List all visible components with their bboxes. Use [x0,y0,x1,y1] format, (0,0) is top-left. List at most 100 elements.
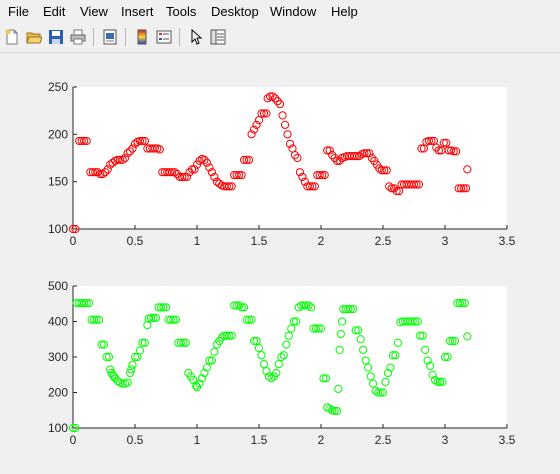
data-point [336,329,345,339]
data-point [237,303,246,312]
save-icon[interactable] [46,27,66,47]
print-icon[interactable] [68,27,88,47]
data-point [130,352,140,362]
data-point [244,315,254,324]
data-point [140,338,150,347]
x-tick-label: 1 [194,234,201,248]
data-point [169,315,178,324]
x-tick-label: 2 [318,234,325,248]
data-point [277,352,286,362]
data-point [364,363,373,372]
data-point [125,368,135,378]
data-point [171,315,181,324]
axes-background [73,87,507,229]
data-point [165,168,174,177]
data-point [344,304,353,314]
data-point [217,333,226,342]
data-point [240,303,249,312]
data-point [191,381,200,390]
data-point [308,182,317,191]
data-point [102,352,111,362]
menu-edit[interactable]: Edit [43,4,66,19]
x-tick-label: 2.5 [375,433,392,447]
data-point [321,374,331,383]
menu-insert[interactable]: Insert [121,4,154,19]
data-point [350,152,359,161]
menu-help[interactable]: Help [331,4,358,19]
menu-file[interactable]: File [8,4,29,19]
data-point [378,388,388,397]
data-point [197,374,207,383]
data-point [135,346,145,355]
y-tick-label: 300 [48,350,68,364]
data-point [356,335,365,344]
data-point [80,136,89,146]
data-point [392,187,401,196]
data-point [279,351,288,360]
data-point [170,168,179,177]
data-point [77,136,86,146]
open-file-icon[interactable] [24,27,44,47]
data-point [428,370,437,379]
data-point [305,182,314,191]
data-point [325,146,334,155]
data-point [232,301,241,310]
data-point [68,224,78,234]
print-preview-icon[interactable] [100,27,120,47]
data-point [416,331,425,340]
pointer-icon[interactable] [186,27,206,47]
data-point [118,155,127,164]
data-point [366,372,375,381]
data-point [155,145,164,154]
data-point [382,166,391,175]
menu-window[interactable]: Window [270,4,317,19]
data-point [151,313,161,323]
data-point [448,336,457,346]
data-point [185,168,194,177]
y-tick-label: 150 [48,175,68,189]
data-point [289,317,298,326]
data-point [409,180,419,189]
data-point [380,166,389,175]
menu-view[interactable]: View [80,4,108,19]
data-point [386,363,395,372]
data-point [362,149,371,158]
menu-tools[interactable]: Tools [166,4,197,19]
data-point [450,336,460,346]
new-figure-icon[interactable] [2,27,22,47]
data-point [273,97,282,106]
data-point [333,406,342,416]
data-point [352,152,362,161]
data-point [91,168,100,177]
x-tick-label: 3 [442,433,449,447]
data-point [310,182,319,191]
x-tick-label: 0 [70,234,77,248]
x-tick-label: 0.5 [127,234,144,248]
data-point [108,158,117,167]
data-point [166,315,176,324]
data-point [156,303,166,312]
property-editor-icon[interactable] [208,27,228,47]
data-point [434,146,443,155]
data-point [264,372,274,381]
data-point [210,172,219,182]
data-point [334,384,343,394]
data-point [300,177,309,186]
y-tick-label: 100 [48,222,68,236]
data-point [459,184,468,193]
data-point [299,301,308,310]
data-point [440,352,450,362]
x-tick-label: 0.5 [127,433,144,447]
data-point [82,298,91,308]
data-point [159,303,168,312]
data-point [207,356,216,365]
legend-icon[interactable] [154,27,174,47]
data-point [257,351,266,360]
data-point [101,168,110,177]
data-point [222,331,231,340]
colorbar-icon[interactable] [132,27,152,47]
menu-desktop[interactable]: Desktop [211,4,259,19]
data-point [205,163,214,172]
data-point [118,379,127,388]
